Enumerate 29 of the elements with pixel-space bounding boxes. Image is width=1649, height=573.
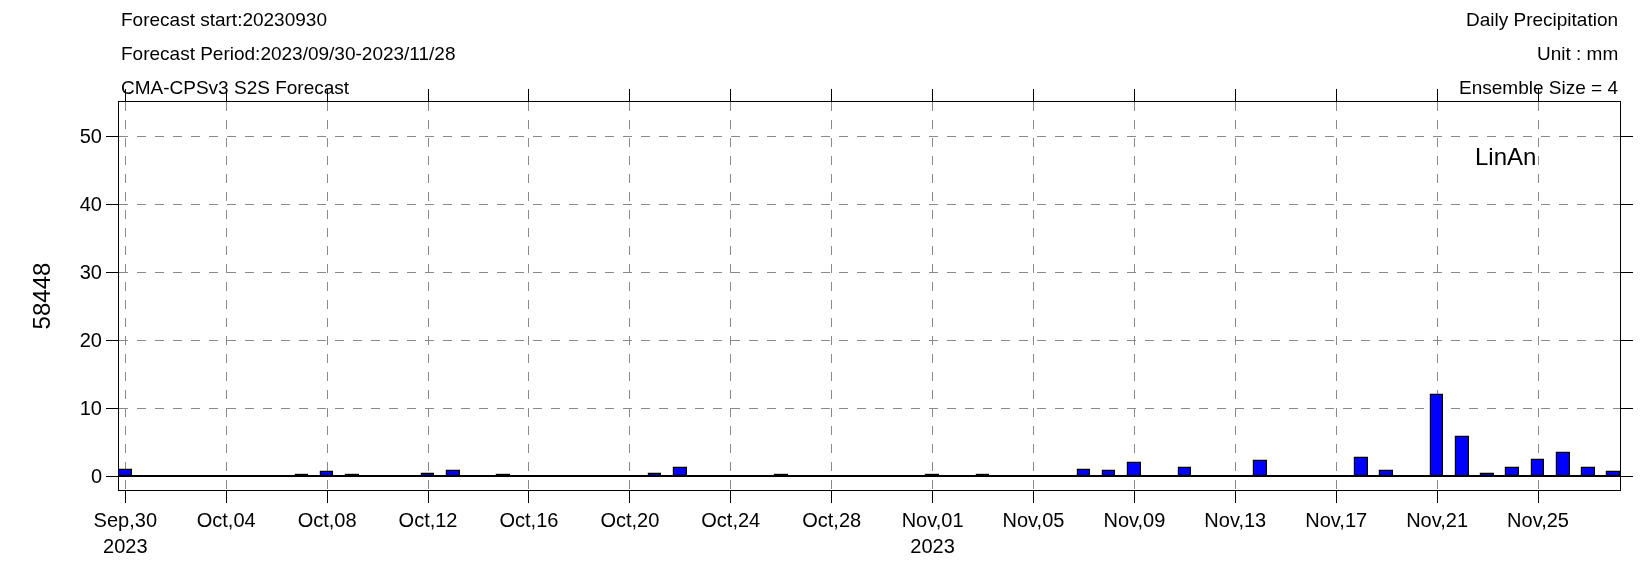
y-axis-title: 58448 (27, 262, 55, 330)
y-tick-label: 50 (79, 125, 102, 148)
x-tick-label: Nov,09 (1103, 509, 1166, 531)
x-tick-label: Oct,24 (701, 509, 761, 531)
y-tick-label: 0 (90, 465, 102, 488)
x-tick-label: Nov,21 (1406, 509, 1469, 531)
text: Forecast Period:2023/09/30-2023/11/28 (121, 43, 456, 64)
y-tick-label: 10 (79, 397, 102, 420)
y-tick-label: 20 (79, 329, 102, 352)
y-tick-label: 30 (79, 261, 102, 284)
text: Ensemble Size = 4 (1459, 77, 1619, 98)
x-tick-label: Oct,12 (398, 509, 458, 531)
x-tick-label: Nov,05 (1002, 509, 1065, 531)
chart-subtitle: Unit : mm (1537, 43, 1619, 64)
x-tick-label: Sep,30 2023 (93, 509, 158, 557)
y-tick-label: 40 (79, 193, 102, 216)
x-tick-label: Nov,01 2023 (901, 509, 964, 557)
x-tick-label: Oct,04 (196, 509, 256, 531)
x-tick-label: Oct,20 (600, 509, 660, 531)
x-tick-label: Oct,08 (297, 509, 357, 531)
annotation: LinAn (1475, 143, 1537, 170)
x-tick-label: Oct,28 (802, 509, 862, 531)
text: CMA-CPSv3 S2S Forecast (121, 77, 350, 98)
chart-title: Daily Precipitation (1466, 9, 1619, 30)
x-tick-label: Nov,25 (1507, 509, 1569, 531)
x-tick-label: Nov,17 (1305, 509, 1368, 531)
x-tick-label: Oct,16 (499, 509, 559, 531)
text: Forecast start:20230930 (121, 9, 327, 30)
x-tick-label: Nov,13 (1204, 509, 1267, 531)
